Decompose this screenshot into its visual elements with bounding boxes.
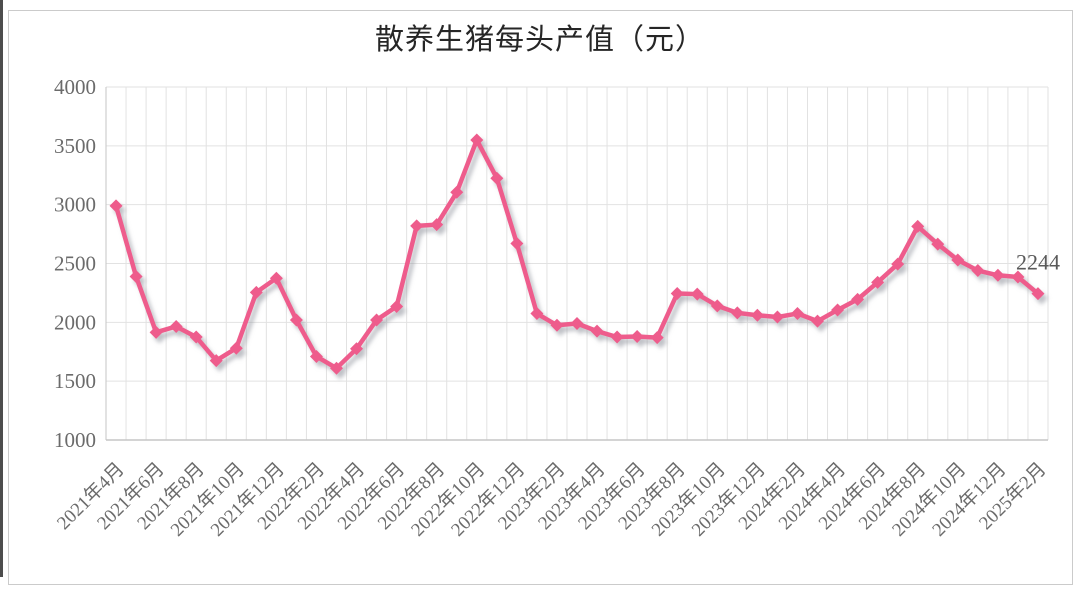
data-point-marker [1011,270,1025,284]
data-point-marker [189,330,203,344]
data-point-marker [249,285,263,299]
data-point-marker [269,271,283,285]
data-point-marker [690,287,704,301]
y-tick-label: 2000 [54,310,96,334]
data-point-marker [670,287,684,301]
data-point-marker [590,324,604,338]
data-point-marker [1031,287,1045,301]
data-point-marker [871,275,885,289]
data-point-marker [370,313,384,327]
y-tick-label: 1500 [54,369,96,393]
data-label: 2244 [1016,250,1060,275]
data-point-marker [710,299,724,313]
data-point-marker [891,257,905,271]
data-point-marker [470,133,484,147]
data-series [109,133,1045,375]
data-point-marker [650,331,664,345]
data-point-marker [831,303,845,317]
data-point-marker [550,318,564,332]
data-point-marker [209,354,223,368]
data-point-marker [350,342,364,356]
data-point-marker [851,292,865,306]
data-point-marker [390,299,404,313]
data-point-marker [770,310,784,324]
data-point-marker [570,317,584,331]
data-point-marker [750,308,764,322]
data-point-marker [931,237,945,251]
data-point-marker [169,319,183,333]
data-point-marker [971,264,985,278]
data-point-marker [450,185,464,199]
y-tick-label: 4000 [54,75,96,99]
data-point-marker [510,236,524,250]
y-tick-label: 2500 [54,252,96,276]
data-point-marker [530,307,544,321]
data-point-marker [430,218,444,232]
last-point-value-label: 2244 [1016,250,1060,275]
data-point-marker [911,219,925,233]
data-point-marker [610,330,624,344]
data-point-marker [149,325,163,339]
y-tick-label: 3500 [54,134,96,158]
data-point-marker [229,341,243,355]
y-tick-label: 1000 [54,428,96,452]
data-point-marker [410,219,424,233]
data-point-marker [109,199,123,213]
y-tick-label: 3000 [54,193,96,217]
axis-labels: 40003500300025002000150010002021年4月2021年… [53,75,1051,541]
data-point-marker [790,307,804,321]
gridlines [105,86,1049,441]
data-point-marker [991,268,1005,282]
page-left-edge-line [0,0,3,577]
value-line [113,137,1041,371]
chart-title: 散养生猪每头产值（元） [374,24,705,56]
data-point-marker [951,253,965,267]
data-point-marker [730,306,744,320]
data-point-marker [309,349,323,363]
data-point-marker [289,313,303,327]
data-point-marker [329,361,343,375]
data-point-marker [490,171,504,185]
data-point-marker [630,329,644,343]
data-point-marker [811,314,825,328]
data-point-marker [129,269,143,283]
